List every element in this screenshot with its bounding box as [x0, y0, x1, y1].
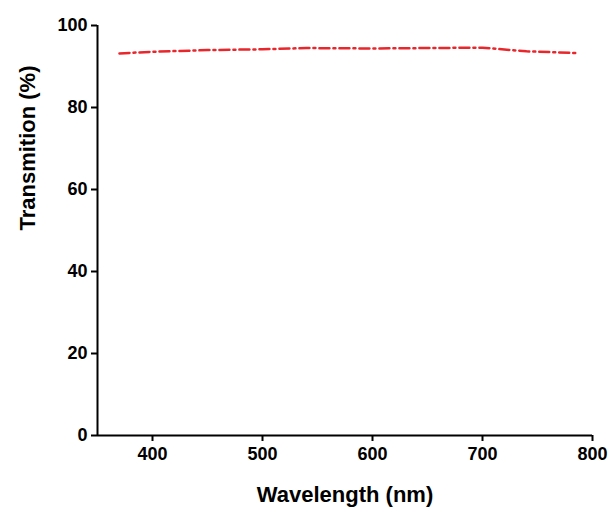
svg-text:500: 500 — [247, 444, 277, 464]
svg-text:20: 20 — [67, 343, 87, 363]
svg-text:700: 700 — [467, 444, 497, 464]
svg-text:800: 800 — [577, 444, 607, 464]
svg-text:100: 100 — [57, 15, 87, 35]
svg-text:400: 400 — [137, 444, 167, 464]
svg-text:0: 0 — [77, 425, 87, 445]
svg-text:40: 40 — [67, 261, 87, 281]
svg-text:60: 60 — [67, 179, 87, 199]
svg-text:600: 600 — [357, 444, 387, 464]
svg-text:80: 80 — [67, 97, 87, 117]
svg-text:Transmition (%): Transmition (%) — [15, 65, 40, 230]
svg-text:Wavelength (nm): Wavelength (nm) — [257, 482, 433, 507]
